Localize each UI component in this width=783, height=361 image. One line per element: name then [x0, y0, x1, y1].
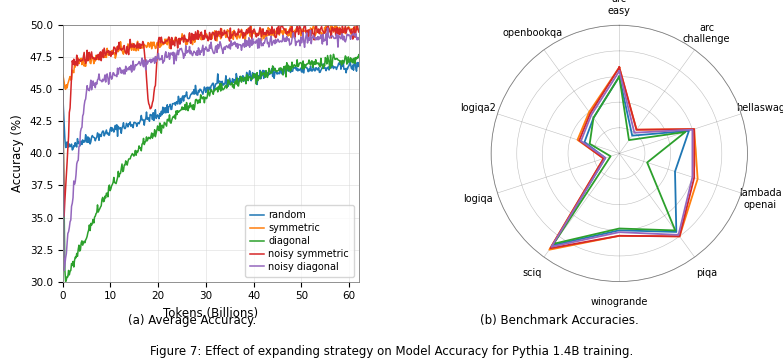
noisy diagonal [176, 47, 186, 52]
Text: (a) Average Accuracy.: (a) Average Accuracy. [128, 314, 256, 327]
diagonal [354, 53, 363, 57]
noisy diagonal [274, 39, 283, 43]
random [272, 72, 282, 76]
noisy diagonal [272, 39, 282, 43]
symmetric [94, 57, 103, 61]
X-axis label: Tokens (Billions): Tokens (Billions) [163, 307, 258, 320]
symmetric [272, 29, 282, 33]
noisy symmetric [274, 22, 283, 26]
random [94, 138, 103, 143]
noisy symmetric [272, 26, 282, 30]
Legend: random, symmetric, diagonal, noisy symmetric, noisy diagonal: random, symmetric, diagonal, noisy symme… [245, 205, 354, 277]
diagonal [94, 208, 103, 212]
random [274, 71, 283, 76]
diagonal [58, 84, 67, 89]
noisy symmetric [58, 87, 67, 91]
noisy symmetric [352, 21, 362, 25]
diagonal [245, 75, 254, 79]
diagonal [329, 52, 338, 56]
Line: random: random [63, 61, 359, 150]
noisy diagonal [323, 26, 332, 30]
Line: noisy diagonal: noisy diagonal [63, 28, 359, 270]
symmetric [155, 45, 164, 49]
Line: diagonal: diagonal [63, 54, 359, 282]
Line: noisy symmetric: noisy symmetric [63, 23, 359, 216]
Line: symmetric: symmetric [63, 23, 359, 90]
random [354, 61, 363, 65]
noisy diagonal [58, 88, 67, 92]
random [245, 69, 254, 73]
noisy diagonal [245, 45, 254, 49]
noisy symmetric [94, 58, 103, 62]
noisy symmetric [176, 36, 186, 41]
Y-axis label: Accuracy (%): Accuracy (%) [11, 114, 24, 192]
diagonal [274, 68, 283, 73]
random [338, 58, 348, 63]
symmetric [354, 27, 363, 32]
noisy symmetric [245, 30, 254, 35]
random [67, 148, 77, 152]
symmetric [58, 73, 67, 77]
symmetric [274, 27, 283, 31]
symmetric [321, 21, 330, 25]
diagonal [272, 69, 282, 73]
noisy diagonal [155, 58, 164, 62]
diagonal [155, 121, 164, 125]
noisy symmetric [354, 30, 363, 34]
noisy diagonal [60, 268, 69, 273]
symmetric [245, 32, 254, 36]
diagonal [176, 108, 186, 113]
noisy diagonal [94, 72, 103, 76]
Text: (b) Benchmark Accuracies.: (b) Benchmark Accuracies. [481, 314, 639, 327]
diagonal [61, 279, 70, 284]
noisy symmetric [60, 214, 69, 218]
noisy diagonal [354, 37, 363, 42]
random [176, 96, 186, 101]
noisy symmetric [155, 36, 164, 40]
Text: Figure 7: Effect of expanding strategy on Model Accuracy for Pythia 1.4B trainin: Figure 7: Effect of expanding strategy o… [150, 345, 633, 358]
symmetric [61, 87, 70, 92]
random [155, 111, 164, 116]
random [58, 86, 67, 90]
symmetric [176, 39, 186, 43]
